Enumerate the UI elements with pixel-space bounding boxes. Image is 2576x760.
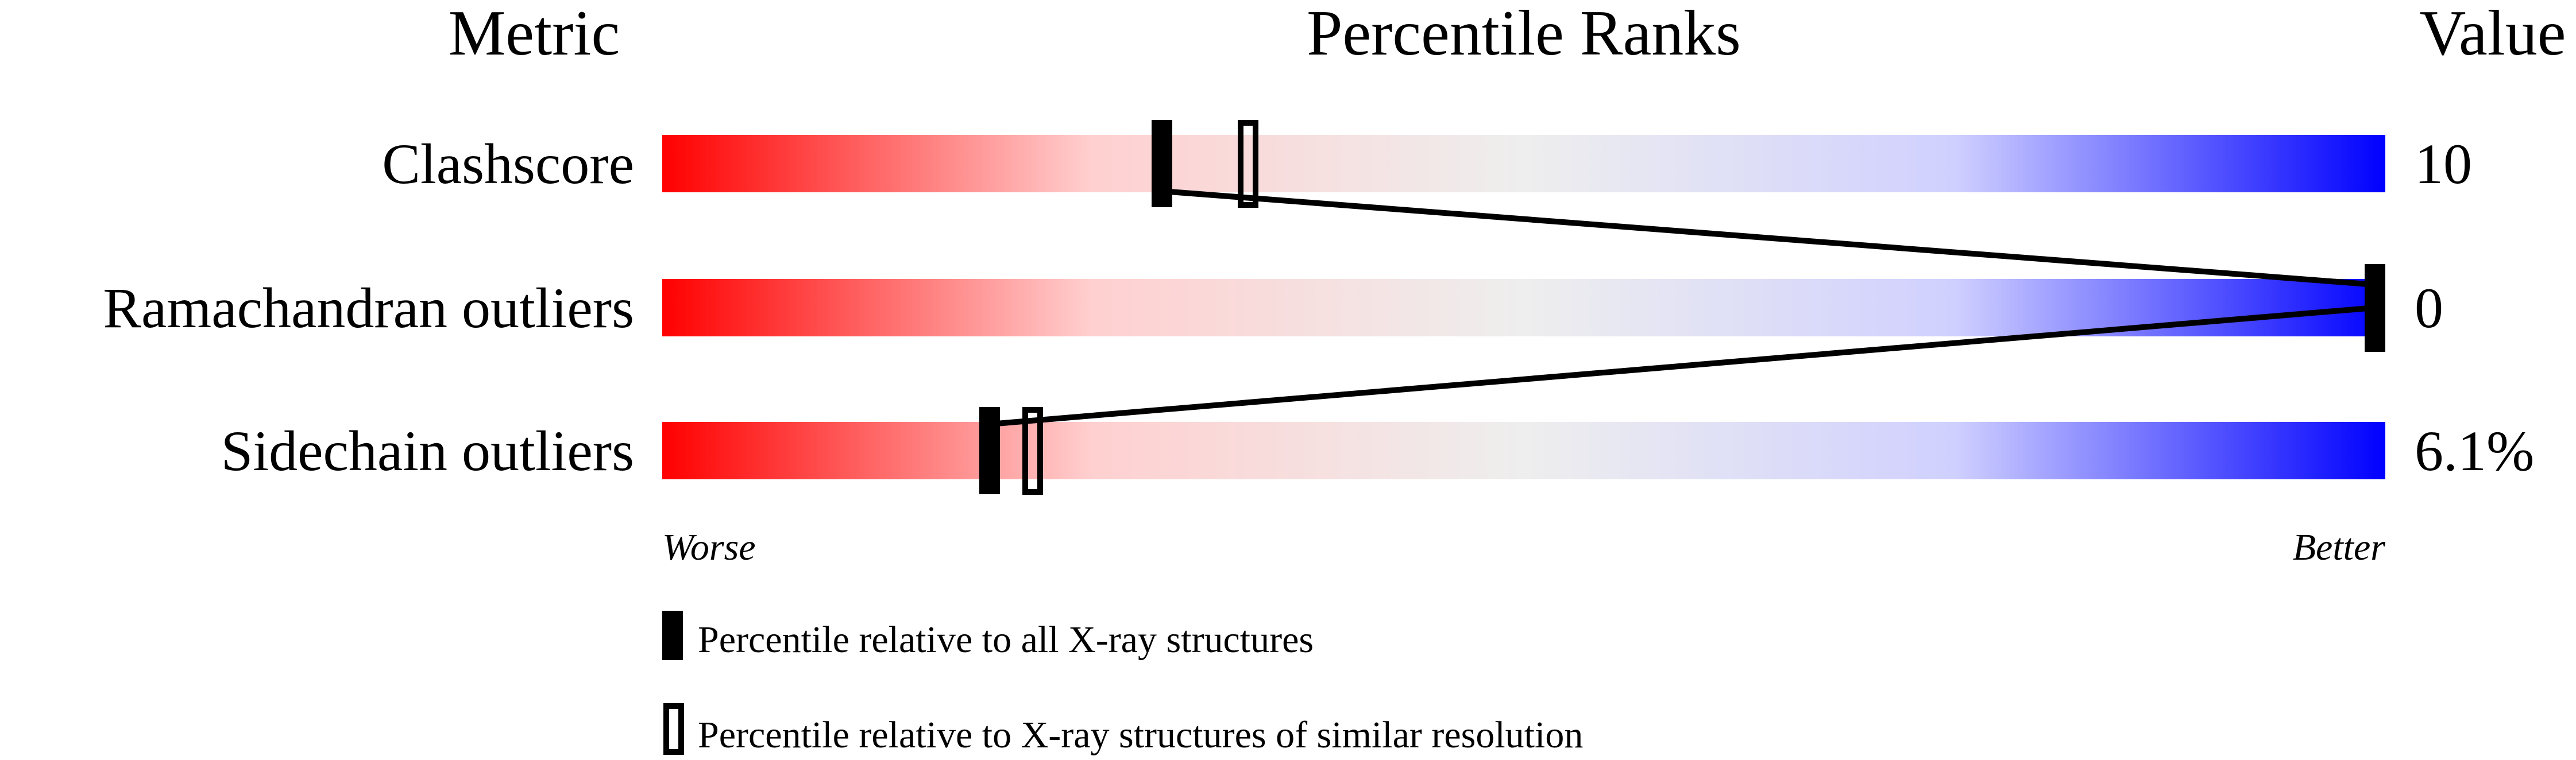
metric-value: 10	[2415, 132, 2472, 196]
axis-better-label: Better	[2293, 526, 2386, 568]
legend-open-label: Percentile relative to X-ray structures …	[698, 714, 1583, 756]
legend-filled-marker	[662, 611, 683, 660]
metric-value: 6.1%	[2415, 419, 2534, 483]
similar-resolution-marker	[1022, 407, 1043, 495]
metric-label: Ramachandran outliers	[103, 276, 634, 340]
percentile-bar	[662, 422, 2385, 479]
legend-filled-label: Percentile relative to all X-ray structu…	[698, 619, 1314, 661]
all-structures-marker	[979, 407, 1000, 494]
percentile-bar	[662, 279, 2385, 336]
connector-line	[989, 305, 2376, 427]
header-ranks: Percentile Ranks	[1307, 0, 1741, 69]
legend-open-marker	[663, 703, 684, 755]
metric-value: 0	[2415, 276, 2443, 340]
percentile-bar	[662, 135, 2385, 192]
all-structures-marker	[1152, 120, 1172, 207]
header-metric: Metric	[449, 0, 620, 69]
header-value: Value	[2419, 0, 2566, 69]
similar-resolution-marker	[1238, 120, 1258, 208]
axis-worse-label: Worse	[662, 526, 756, 568]
metric-label: Clashscore	[382, 132, 634, 196]
metric-label: Sidechain outliers	[221, 419, 634, 483]
connector-line	[1161, 188, 2376, 288]
all-structures-marker	[2365, 264, 2385, 351]
